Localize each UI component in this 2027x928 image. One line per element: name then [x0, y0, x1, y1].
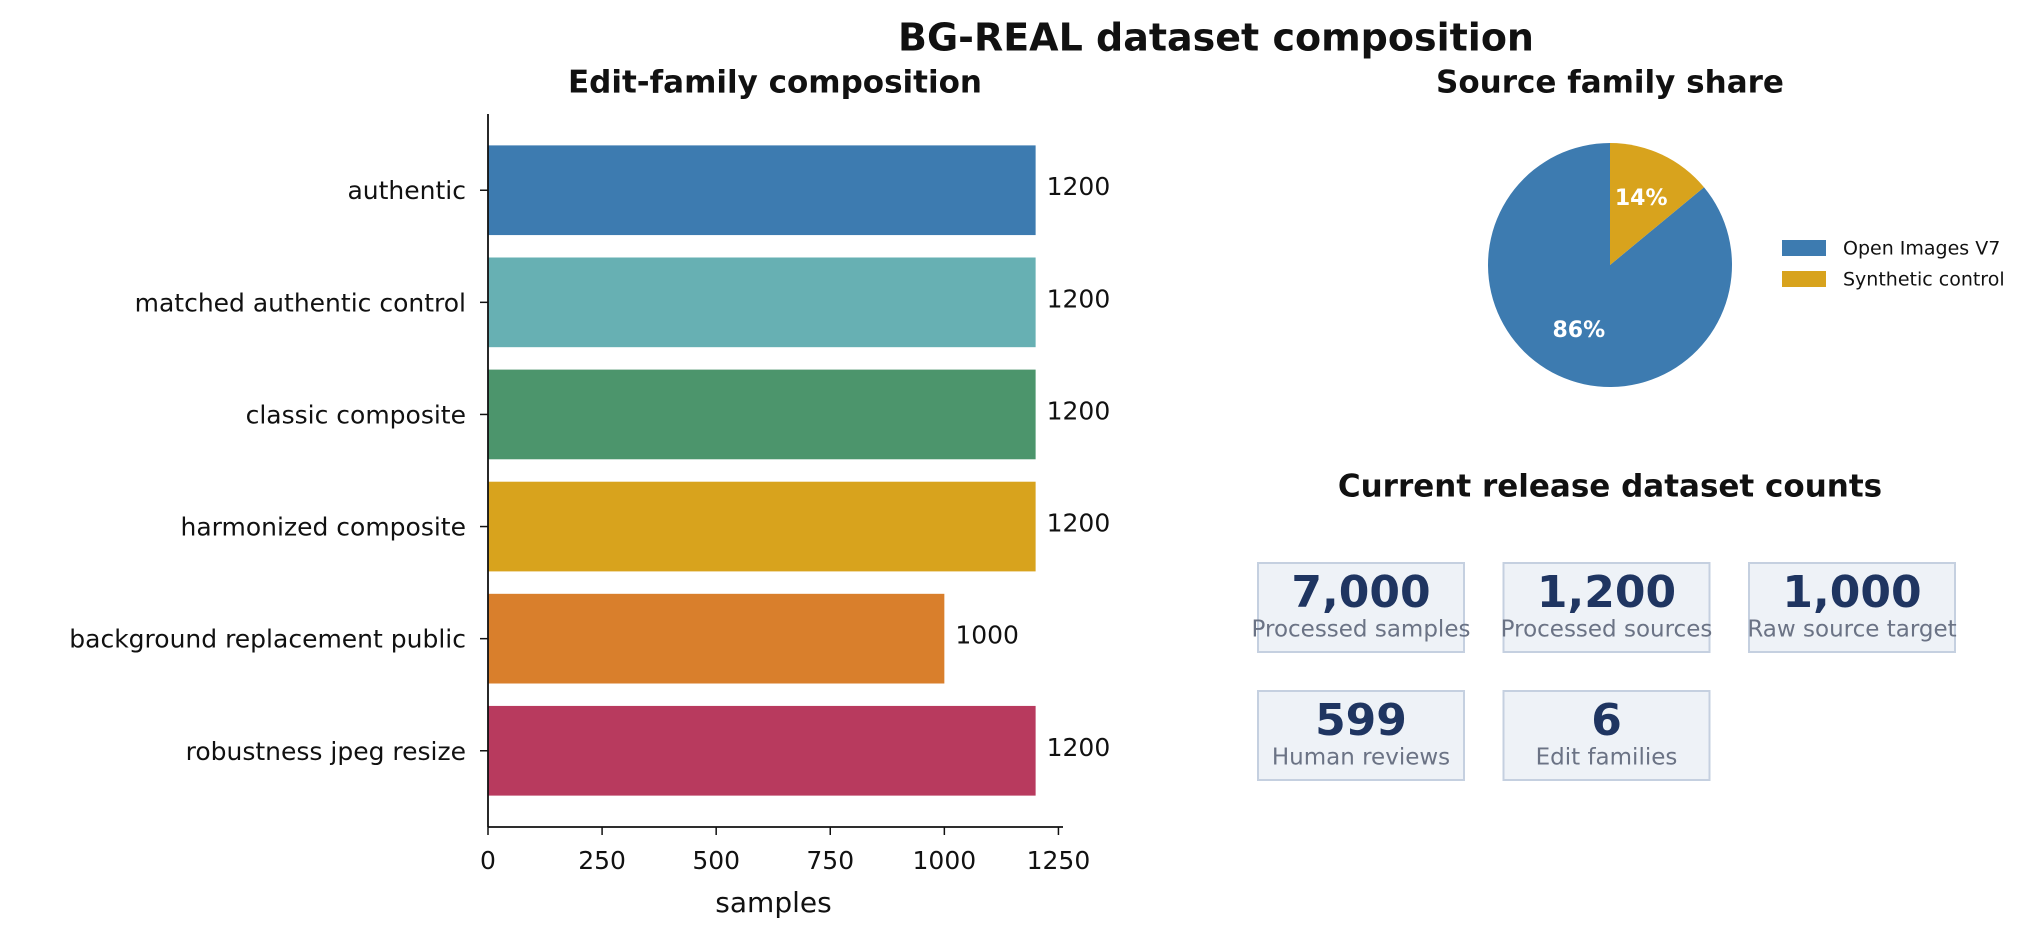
- bar: [488, 481, 1036, 572]
- count-card: [1502, 690, 1711, 781]
- subplot-title: Edit-family composition: [568, 65, 982, 101]
- x-tick-label: 750: [806, 846, 854, 875]
- y-tick-label: classic composite: [246, 400, 466, 429]
- count-value: 1,000: [1782, 567, 1921, 618]
- y-tick-label: background replacement public: [69, 625, 466, 654]
- count-label: Edit families: [1536, 745, 1678, 771]
- bar: [488, 369, 1036, 460]
- count-card: [1257, 562, 1465, 653]
- section-title: Current release dataset counts: [1338, 469, 1882, 505]
- value-label: 1200: [1047, 172, 1111, 201]
- value-label: 1200: [1047, 509, 1111, 538]
- count-label: Raw source target: [1747, 617, 1956, 643]
- pie-slice: [1487, 143, 1732, 387]
- count-card: [1748, 562, 1956, 653]
- count-label: Processed samples: [1252, 617, 1471, 643]
- count-card: [1257, 690, 1465, 781]
- count-label: Processed sources: [1501, 617, 1713, 643]
- x-tick-label: 1250: [1027, 846, 1091, 875]
- bar: [488, 593, 945, 684]
- bar: [488, 257, 1036, 348]
- subplot-title: Source family share: [1436, 65, 1784, 101]
- count-value: 1,200: [1537, 567, 1676, 618]
- pie-slice: [1610, 143, 1705, 265]
- pie-label: 86%: [1552, 318, 1605, 343]
- pie-label: 14%: [1615, 186, 1668, 211]
- x-tick-label: 0: [480, 846, 496, 875]
- value-label: 1000: [955, 621, 1019, 650]
- count-value: 7,000: [1291, 567, 1430, 618]
- value-label: 1200: [1047, 284, 1111, 313]
- count-label: Human reviews: [1272, 745, 1450, 771]
- legend-swatch: [1782, 240, 1826, 256]
- x-tick-label: 250: [578, 846, 626, 875]
- figure-title: BG-REAL dataset composition: [898, 16, 1534, 60]
- x-axis-label: samples: [715, 886, 831, 919]
- count-card: [1502, 562, 1711, 653]
- value-label: 1200: [1047, 396, 1111, 425]
- y-tick-label: harmonized composite: [181, 513, 466, 542]
- bar: [488, 705, 1036, 796]
- y-tick-label: authentic: [347, 176, 466, 205]
- legend-label: Synthetic control: [1843, 269, 2005, 291]
- x-tick-label: 500: [692, 846, 740, 875]
- legend-swatch: [1782, 271, 1826, 287]
- count-value: 599: [1315, 695, 1407, 746]
- y-tick-label: robustness jpeg resize: [186, 737, 466, 766]
- y-tick-label: matched authentic control: [135, 288, 466, 317]
- bar: [488, 145, 1036, 236]
- x-tick-label: 1000: [913, 846, 977, 875]
- legend-label: Open Images V7: [1843, 238, 2000, 260]
- value-label: 1200: [1047, 733, 1111, 762]
- count-value: 6: [1591, 695, 1622, 746]
